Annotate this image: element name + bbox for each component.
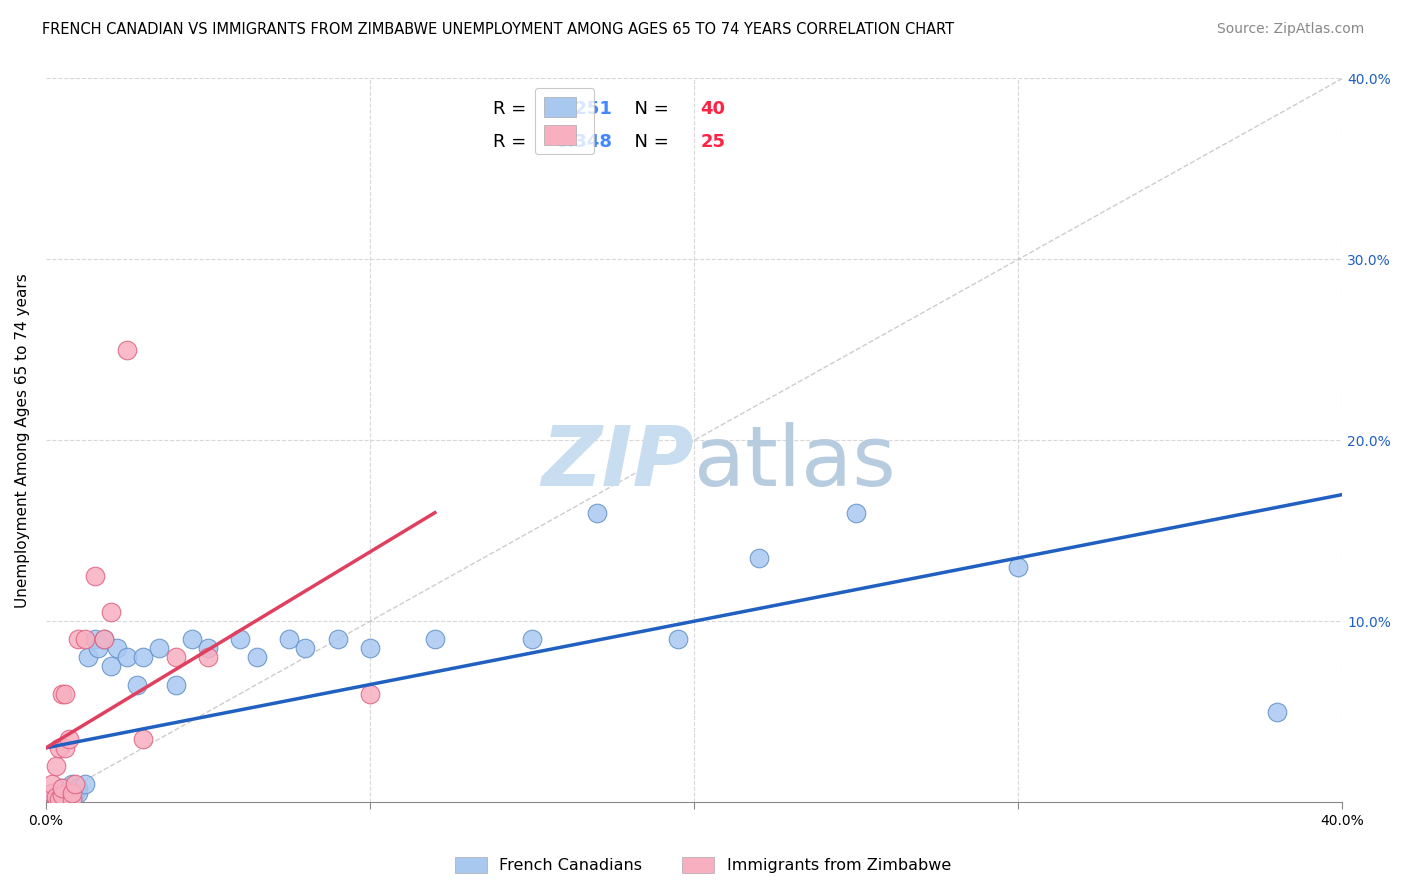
Point: [41, 777, 63, 791]
Point: [132, 650, 155, 665]
Point: [100, 605, 122, 619]
Point: [41, 786, 63, 800]
Point: [93, 632, 115, 647]
Point: [63, 786, 86, 800]
Point: [45, 789, 67, 804]
Legend: French Canadians, Immigrants from Zimbabwe: French Canadians, Immigrants from Zimbab…: [449, 850, 957, 880]
Point: [165, 650, 187, 665]
Text: FRENCH CANADIAN VS IMMIGRANTS FROM ZIMBABWE UNEMPLOYMENT AMONG AGES 65 TO 74 YEA: FRENCH CANADIAN VS IMMIGRANTS FROM ZIMBA…: [42, 22, 955, 37]
Point: [67, 786, 90, 800]
Point: [666, 632, 689, 647]
Point: [73, 632, 96, 647]
Point: [1267, 705, 1289, 719]
Point: [246, 650, 269, 665]
Text: R =: R =: [494, 133, 533, 151]
Legend: , : ,: [534, 87, 595, 154]
Point: [60, 777, 83, 791]
Point: [60, 791, 83, 805]
Point: [180, 632, 202, 647]
Point: [125, 677, 148, 691]
Point: [132, 731, 155, 746]
Point: [45, 759, 67, 773]
Point: [83, 632, 105, 647]
Point: [51, 687, 73, 701]
Point: [359, 687, 381, 701]
Text: atlas: atlas: [695, 422, 896, 502]
Point: [51, 786, 73, 800]
Point: [845, 506, 868, 520]
Point: [115, 343, 138, 357]
Point: [197, 641, 219, 656]
Point: [100, 659, 122, 673]
Point: [51, 788, 73, 802]
Point: [63, 777, 86, 791]
Point: [58, 731, 80, 746]
Point: [67, 632, 90, 647]
Point: [83, 569, 105, 583]
Text: R =: R =: [494, 100, 533, 118]
Point: [359, 641, 381, 656]
Text: 40: 40: [700, 100, 725, 118]
Point: [105, 641, 128, 656]
Point: [45, 789, 67, 804]
Point: [48, 791, 70, 805]
Point: [229, 632, 252, 647]
Point: [77, 650, 100, 665]
Point: [48, 791, 70, 805]
Point: [67, 780, 90, 795]
Point: [60, 784, 83, 798]
Point: [51, 780, 73, 795]
Point: [423, 632, 446, 647]
Point: [115, 650, 138, 665]
Point: [55, 788, 77, 802]
Point: [197, 650, 219, 665]
Text: ZIP: ZIP: [541, 422, 695, 502]
Point: [1007, 560, 1029, 574]
Y-axis label: Unemployment Among Ages 65 to 74 years: Unemployment Among Ages 65 to 74 years: [15, 273, 30, 607]
Point: [148, 641, 170, 656]
Text: N =: N =: [623, 133, 675, 151]
Point: [41, 786, 63, 800]
Point: [60, 786, 83, 800]
Point: [165, 677, 187, 691]
Point: [51, 780, 73, 795]
Text: 25: 25: [700, 133, 725, 151]
Point: [93, 632, 115, 647]
Point: [73, 777, 96, 791]
Point: [294, 641, 316, 656]
Text: Source: ZipAtlas.com: Source: ZipAtlas.com: [1216, 22, 1364, 37]
Point: [326, 632, 349, 647]
Point: [58, 789, 80, 804]
Point: [586, 506, 609, 520]
Point: [748, 550, 770, 565]
Point: [55, 687, 77, 701]
Point: [278, 632, 301, 647]
Text: 0.348: 0.348: [555, 133, 613, 151]
Text: 0.251: 0.251: [555, 100, 612, 118]
Point: [55, 740, 77, 755]
Text: N =: N =: [623, 100, 675, 118]
Point: [48, 740, 70, 755]
Point: [87, 641, 110, 656]
Point: [520, 632, 543, 647]
